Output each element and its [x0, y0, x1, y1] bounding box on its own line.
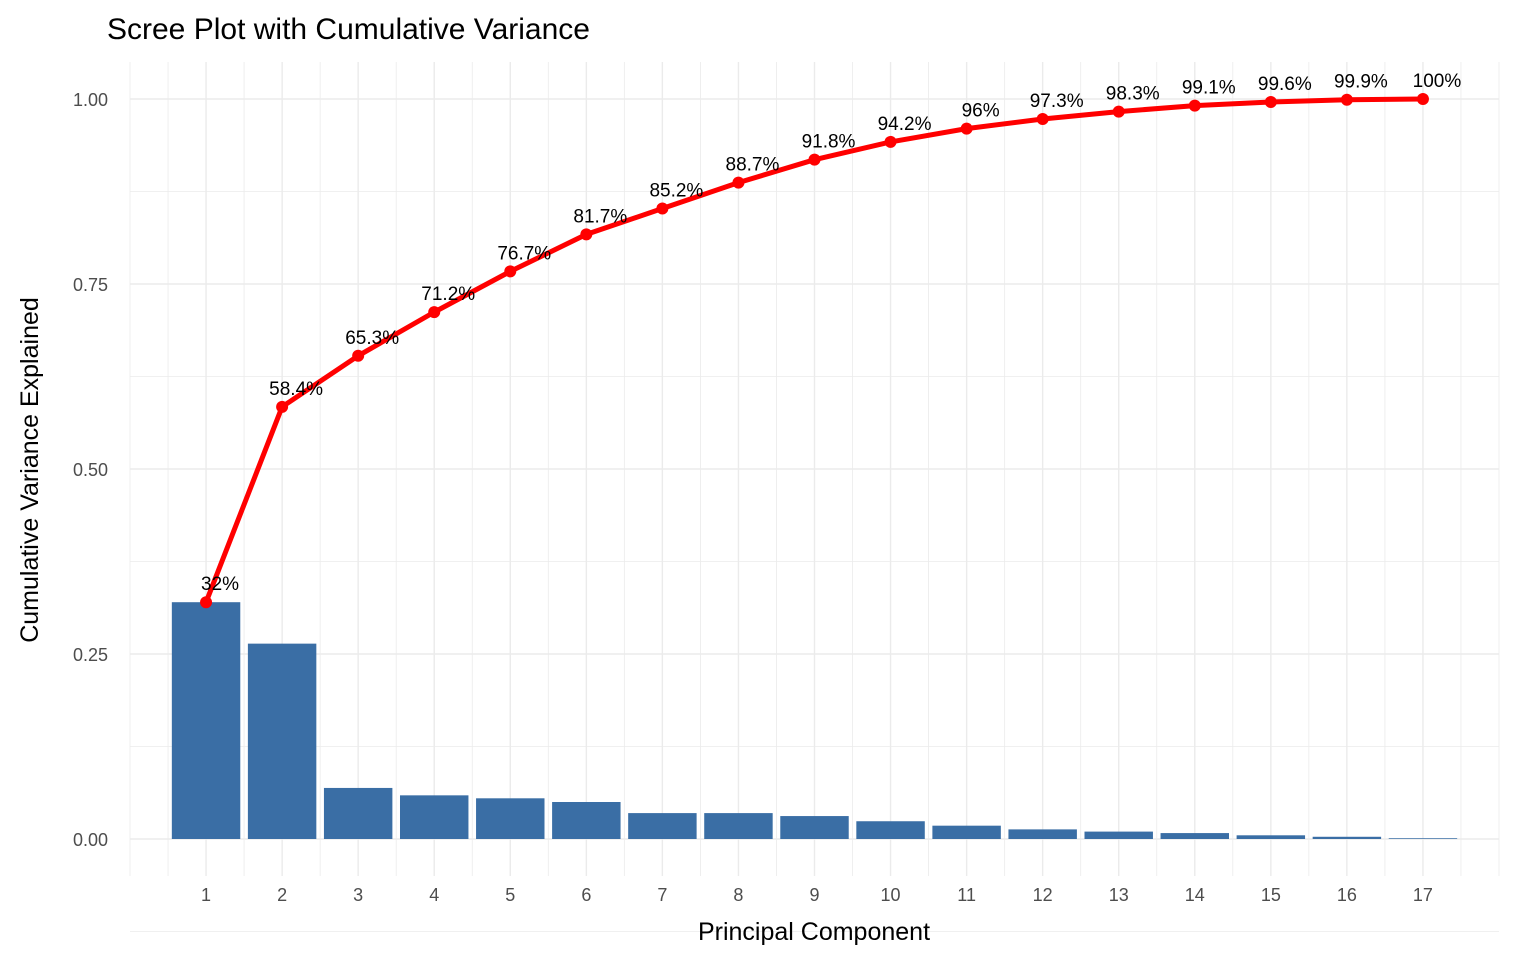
cumulative-point-15	[1264, 95, 1277, 108]
bar-13	[1084, 831, 1153, 839]
data-label: 99.1%	[1182, 78, 1236, 99]
cumulative-point-6	[580, 228, 593, 241]
bar-12	[1008, 829, 1077, 839]
bar-14	[1160, 833, 1230, 839]
x-tick-label: 15	[1261, 885, 1281, 905]
x-tick-label: 3	[353, 885, 363, 905]
x-tick-label: 10	[881, 885, 901, 905]
data-label: 65.3%	[345, 328, 399, 349]
cumulative-point-2	[276, 400, 289, 413]
cumulative-point-5	[504, 265, 517, 278]
cumulative-point-11	[960, 122, 973, 135]
chart-title: Scree Plot with Cumulative Variance	[107, 13, 590, 46]
bar-1	[171, 602, 241, 839]
data-label: 98.3%	[1106, 84, 1160, 105]
cumulative-point-16	[1340, 93, 1353, 106]
data-label: 99.6%	[1258, 74, 1312, 95]
bar-17	[1388, 838, 1458, 839]
bar-2	[247, 643, 317, 839]
x-tick-label: 17	[1413, 885, 1433, 905]
data-label: 100%	[1413, 71, 1462, 92]
data-label: 58.4%	[269, 379, 323, 400]
x-tick-label: 1	[201, 885, 211, 905]
x-tick-label: 12	[1033, 885, 1053, 905]
data-label: 76.7%	[497, 243, 551, 264]
x-axis-label: Principal Component	[698, 918, 930, 946]
bar-10	[856, 821, 925, 839]
x-tick-label: 8	[733, 885, 743, 905]
data-label: 91.8%	[802, 132, 856, 153]
y-axis-label: Cumulative Variance Explained	[16, 297, 44, 643]
cumulative-point-8	[732, 176, 745, 189]
y-tick-label: 0.50	[73, 460, 108, 480]
x-tick-label: 14	[1185, 885, 1205, 905]
x-tick-label: 16	[1337, 885, 1357, 905]
bar-3	[323, 787, 393, 839]
bar-4	[399, 795, 469, 839]
x-tick-label: 2	[277, 885, 287, 905]
y-tick-label: 0.25	[73, 645, 108, 665]
data-label: 88.7%	[726, 155, 780, 176]
data-label: 94.2%	[878, 114, 932, 135]
bar-7	[628, 813, 697, 839]
bar-6	[552, 802, 621, 839]
data-label: 99.9%	[1334, 72, 1388, 93]
bar-15	[1236, 835, 1306, 839]
cumulative-point-12	[1036, 112, 1049, 125]
y-tick-label: 0.00	[73, 830, 108, 850]
x-tick-label: 6	[581, 885, 591, 905]
bar-9	[780, 816, 849, 839]
data-label: 85.2%	[649, 181, 703, 202]
bar-5	[476, 798, 545, 839]
data-label: 71.2%	[421, 284, 475, 305]
cumulative-point-10	[884, 135, 897, 148]
data-label: 81.7%	[573, 206, 627, 227]
y-tick-label: 1.00	[73, 90, 108, 110]
cumulative-point-9	[808, 153, 821, 166]
x-tick-label: 5	[505, 885, 515, 905]
cumulative-point-7	[656, 202, 669, 215]
x-tick-label: 9	[809, 885, 819, 905]
cumulative-point-3	[352, 349, 365, 362]
bar-11	[932, 825, 1001, 839]
cumulative-point-17	[1416, 93, 1429, 105]
data-label: 97.3%	[1030, 91, 1084, 112]
bar-16	[1312, 836, 1382, 839]
bar-8	[704, 813, 773, 839]
y-tick-label: 0.75	[73, 275, 108, 295]
x-tick-label: 13	[1109, 885, 1129, 905]
data-label: 32%	[201, 574, 239, 595]
x-tick-label: 4	[429, 885, 439, 905]
data-label: 96%	[962, 101, 1000, 122]
cumulative-point-13	[1112, 105, 1125, 118]
x-tick-label: 11	[957, 885, 976, 905]
cumulative-point-4	[428, 306, 441, 319]
cumulative-point-14	[1188, 99, 1201, 112]
x-tick-label: 7	[657, 885, 667, 905]
cumulative-point-1	[200, 596, 213, 609]
